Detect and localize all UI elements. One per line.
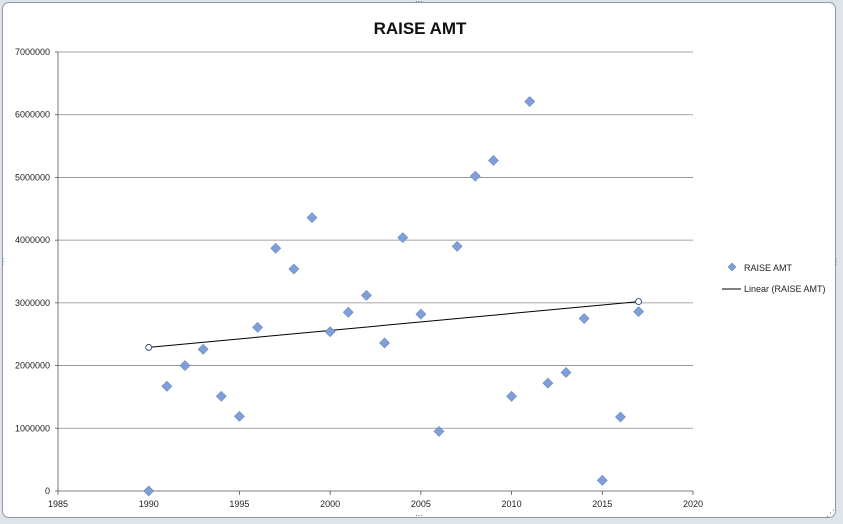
x-tick-label: 2020 (683, 499, 703, 509)
data-point (342, 306, 354, 318)
data-point (451, 240, 463, 252)
y-tick-label: 3000000 (15, 298, 50, 308)
y-tick-label: 4000000 (15, 235, 50, 245)
data-point (288, 263, 300, 275)
legend-trendline-label: Linear (RAISE AMT) (744, 284, 826, 294)
data-point (524, 96, 536, 107)
data-point (433, 425, 445, 437)
axes: 0 1000000 2000000 3000000 4000000 5000000 6000… (15, 47, 703, 509)
x-tick-label: 2010 (502, 499, 522, 509)
chart-title: RAISE AMT (374, 19, 467, 38)
x-tick-label: 1985 (48, 499, 68, 509)
data-point (234, 410, 245, 422)
data-point (306, 212, 318, 223)
data-point (578, 313, 590, 324)
legend-diamond-marker (727, 262, 737, 272)
resize-handle-corner-icon[interactable]: ⋰ (826, 509, 835, 519)
y-tick-label: 6000000 (15, 110, 50, 120)
data-point (415, 308, 427, 320)
data-point (161, 380, 173, 392)
x-tick-label: 2005 (411, 499, 431, 509)
data-point (542, 377, 554, 389)
data-point (215, 390, 227, 402)
resize-handle-top-icon[interactable]: ⋯ (415, 0, 423, 6)
y-tick-label: 7000000 (15, 47, 50, 57)
data-point (469, 170, 481, 182)
data-point (379, 337, 390, 349)
data-point (560, 367, 572, 378)
resize-handle-right-icon[interactable]: ⋮ (832, 257, 840, 266)
data-points (143, 96, 644, 497)
legend[interactable]: RAISE AMT Linear (RAISE AMT) (722, 262, 826, 294)
trendline-layer (145, 298, 643, 351)
data-point (633, 306, 644, 318)
data-point (488, 155, 499, 166)
data-point (179, 360, 191, 371)
x-tick-label: 2000 (320, 499, 340, 509)
resize-handle-bottom-icon[interactable]: ⋯ (415, 511, 423, 520)
data-point (361, 289, 372, 301)
data-point (270, 242, 282, 254)
y-tick-label: 1000000 (15, 423, 50, 433)
y-tick-label: 2000000 (15, 361, 50, 371)
data-point (506, 390, 517, 402)
data-point (252, 321, 263, 333)
data-point (397, 232, 409, 244)
gridlines (58, 51, 693, 429)
trendline-endpoint (145, 343, 153, 351)
legend-series-label: RAISE AMT (744, 263, 793, 273)
data-point (197, 343, 209, 355)
data-point (596, 474, 608, 486)
trendline-endpoint (635, 298, 643, 306)
data-point (615, 411, 626, 423)
data-point (324, 326, 336, 338)
data-point (143, 485, 155, 497)
x-tick-label: 2015 (592, 499, 612, 509)
resize-handle-left-icon[interactable]: ⋮ (0, 257, 7, 266)
y-tick-label: 5000000 (15, 172, 50, 182)
x-tick-label: 1995 (229, 499, 249, 509)
y-tick-label: 0 (45, 486, 50, 496)
trendline (148, 301, 639, 348)
x-tick-label: 1990 (139, 499, 159, 509)
